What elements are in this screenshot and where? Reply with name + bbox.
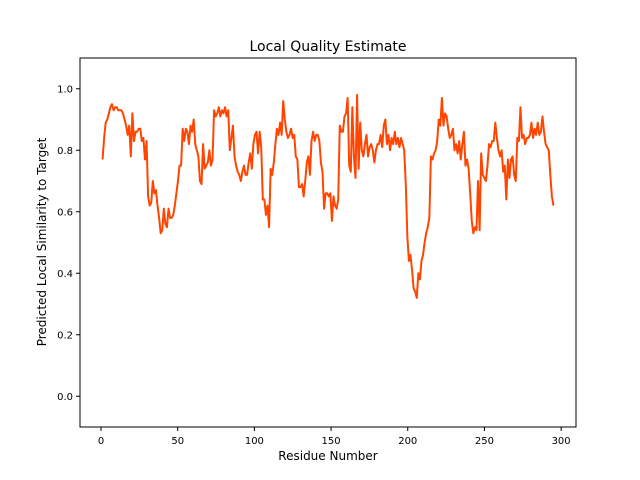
y-tick-label: 0.4	[57, 269, 73, 280]
y-tick-label: 1.0	[57, 84, 73, 95]
chart-title: Local Quality Estimate	[249, 39, 406, 55]
y-tick-label: 0.2	[57, 330, 73, 341]
y-axis-label: Predicted Local Similarity to Target	[35, 137, 49, 346]
x-axis-ticks: 0 50 100 150 200 250 300	[98, 427, 571, 447]
x-tick-label: 100	[245, 436, 264, 447]
y-axis-ticks: 0.0 0.2 0.4 0.6 0.8 1.0	[57, 84, 80, 403]
y-tick-label: 0.6	[57, 207, 73, 218]
x-tick-label: 0	[98, 436, 104, 447]
x-tick-label: 150	[322, 436, 341, 447]
x-tick-label: 200	[398, 436, 417, 447]
x-tick-label: 250	[475, 436, 494, 447]
series-line-local-quality	[101, 93, 555, 299]
x-tick-label: 300	[552, 436, 571, 447]
y-tick-label: 0.0	[57, 392, 73, 403]
x-tick-label: 50	[171, 436, 184, 447]
y-tick-label: 0.8	[57, 146, 73, 157]
x-axis-label: Residue Number	[278, 449, 377, 463]
plot-frame	[79, 57, 577, 428]
series-group	[101, 93, 555, 299]
